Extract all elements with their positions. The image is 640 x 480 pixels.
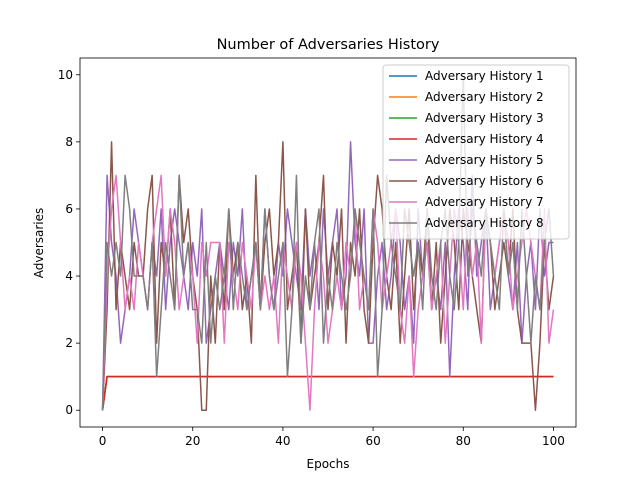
legend-label: Adversary History 2 — [425, 90, 544, 104]
series-line-8 — [101, 74, 555, 411]
y-tick-label: 2 — [65, 336, 73, 350]
y-tick-label: 0 — [65, 403, 73, 417]
x-tick-label: 40 — [275, 434, 290, 448]
x-tick-label: 20 — [185, 434, 200, 448]
legend-label: Adversary History 5 — [425, 153, 544, 167]
legend-label: Adversary History 8 — [425, 216, 544, 230]
x-tick-label: 80 — [456, 434, 471, 448]
x-tick-label: 100 — [542, 434, 565, 448]
y-axis-title: Adversaries — [32, 208, 46, 279]
legend-label: Adversary History 3 — [425, 111, 544, 125]
y-axis: 0 2 4 6 8 10 — [58, 68, 80, 417]
y-tick-label: 6 — [65, 202, 73, 216]
x-tick-label: 60 — [365, 434, 380, 448]
legend-label: Adversary History 6 — [425, 174, 544, 188]
legend-label: Adversary History 4 — [425, 132, 544, 146]
x-tick-label: 0 — [99, 434, 107, 448]
y-tick-label: 4 — [65, 269, 73, 283]
plot-frame — [79, 57, 577, 428]
x-axis-title: Epochs — [307, 457, 350, 471]
chart-title: Number of Adversaries History — [217, 37, 440, 53]
series-line-4 — [101, 375, 554, 411]
plot-lines — [101, 74, 555, 411]
x-axis: 0 20 40 60 80 100 — [99, 427, 565, 448]
series-line-7 — [101, 174, 555, 411]
legend-box — [382, 64, 570, 240]
y-tick-label: 10 — [58, 68, 73, 82]
legend-label: Adversary History 7 — [425, 195, 544, 209]
y-tick-label: 8 — [65, 135, 73, 149]
legend: Adversary History 1 Adversary History 2 Ad… — [382, 64, 570, 240]
legend-label: Adversary History 1 — [425, 69, 544, 83]
